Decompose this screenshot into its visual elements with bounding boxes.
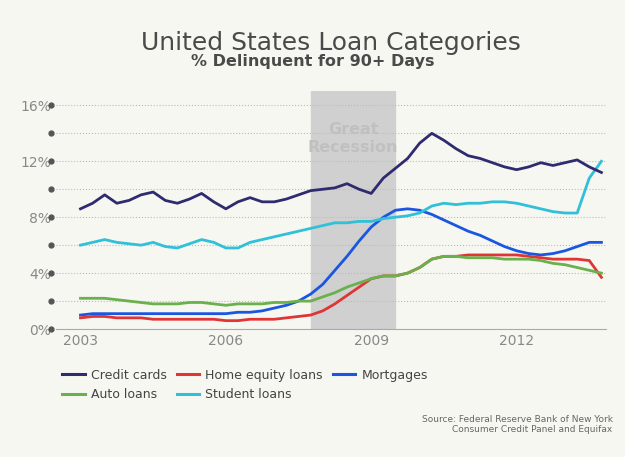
Title: United States Loan Categories: United States Loan Categories	[141, 31, 521, 55]
Text: % Delinquent for 90+ Days: % Delinquent for 90+ Days	[191, 54, 434, 69]
Text: Source: Federal Reserve Bank of New York
Consumer Credit Panel and Equifax: Source: Federal Reserve Bank of New York…	[421, 415, 612, 434]
Bar	[311, 91, 396, 329]
Legend: Credit cards, Auto loans, Home equity loans, Student loans, Mortgages: Credit cards, Auto loans, Home equity lo…	[57, 364, 433, 406]
Text: Great
Recession: Great Recession	[308, 122, 398, 154]
